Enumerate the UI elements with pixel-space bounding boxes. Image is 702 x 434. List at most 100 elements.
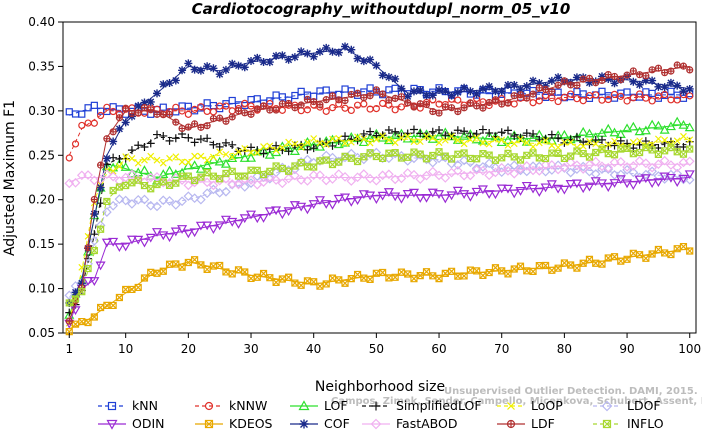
- data-point: [659, 172, 670, 182]
- data-point: [617, 145, 625, 153]
- data-point: [623, 71, 631, 79]
- data-point: [660, 83, 669, 92]
- data-point: [485, 128, 494, 137]
- data-point: [203, 62, 212, 71]
- data-point: [385, 149, 393, 157]
- legend-item-odin: ODIN: [98, 416, 165, 431]
- data-point: [472, 130, 481, 139]
- data-point: [498, 101, 505, 108]
- data-point: [586, 137, 593, 145]
- data-point: [590, 156, 601, 167]
- data-point: [491, 87, 500, 96]
- data-point: [479, 105, 486, 112]
- data-point: [209, 64, 218, 73]
- data-point: [159, 159, 167, 167]
- data-point: [65, 108, 73, 116]
- data-point: [604, 141, 612, 148]
- data-point: [440, 194, 451, 204]
- data-point: [160, 111, 167, 118]
- watermark-line-1: Unsupervised Outlier Detection. DAMI, 20…: [444, 386, 698, 397]
- legend-label: INFLO: [627, 416, 664, 431]
- data-point: [459, 155, 469, 166]
- data-point: [297, 101, 305, 109]
- y-tick-label: 0.30: [28, 104, 55, 118]
- data-point: [598, 145, 606, 153]
- data-point: [484, 158, 495, 169]
- legend-marker: [506, 419, 516, 429]
- data-point: [183, 180, 194, 191]
- data-point: [547, 130, 556, 139]
- series-ldf: [65, 61, 694, 325]
- data-point: [252, 214, 263, 224]
- data-point: [392, 95, 399, 102]
- data-point: [164, 196, 175, 206]
- data-point: [135, 109, 142, 116]
- data-point: [686, 145, 694, 153]
- data-point: [466, 154, 474, 163]
- data-point: [228, 113, 236, 121]
- data-point: [260, 102, 267, 109]
- data-point: [642, 72, 649, 79]
- data-point: [127, 199, 137, 209]
- data-point: [203, 122, 211, 130]
- series-line: [69, 163, 690, 183]
- data-point: [159, 103, 167, 111]
- data-point: [673, 137, 681, 145]
- data-point: [179, 125, 186, 132]
- data-point: [116, 114, 123, 121]
- data-point: [383, 188, 394, 197]
- data-point: [561, 77, 568, 84]
- legend-marker: [107, 401, 117, 411]
- data-point: [122, 181, 130, 190]
- data-point: [347, 275, 355, 283]
- data-point: [496, 184, 507, 194]
- x-tick-label: 100: [678, 342, 701, 356]
- data-point: [284, 55, 293, 64]
- data-point: [145, 233, 156, 243]
- data-point: [466, 87, 475, 96]
- data-point: [190, 65, 199, 74]
- data-point: [615, 169, 626, 180]
- data-point: [686, 66, 693, 73]
- data-point: [502, 184, 514, 194]
- data-point: [277, 178, 288, 189]
- data-point: [422, 100, 431, 109]
- data-point: [504, 149, 512, 157]
- data-point: [667, 67, 675, 75]
- data-point: [341, 139, 349, 147]
- data-point: [109, 167, 117, 175]
- data-point: [541, 134, 550, 143]
- data-point: [285, 100, 292, 107]
- y-tick-label: 0.15: [28, 237, 55, 251]
- data-point: [97, 225, 105, 233]
- data-point: [109, 186, 117, 195]
- data-point: [372, 61, 381, 70]
- data-point: [348, 91, 355, 98]
- data-point: [640, 174, 651, 184]
- data-point: [103, 103, 111, 111]
- data-point: [422, 268, 431, 276]
- data-point: [628, 161, 639, 171]
- data-point: [158, 231, 169, 241]
- data-point: [684, 170, 695, 180]
- data-point: [522, 82, 531, 91]
- legend-item-lof: LOF: [290, 398, 348, 413]
- data-point: [178, 107, 186, 115]
- data-point: [333, 139, 344, 149]
- y-tick-label: 0.05: [28, 326, 55, 340]
- data-point: [228, 59, 237, 68]
- data-point: [202, 188, 212, 199]
- data-point: [83, 170, 93, 180]
- data-point: [177, 225, 188, 234]
- data-point: [146, 139, 155, 148]
- data-point: [366, 275, 374, 283]
- data-point: [673, 96, 681, 104]
- data-point: [567, 90, 575, 98]
- data-point: [410, 138, 418, 146]
- series-cof: [65, 42, 694, 307]
- data-point: [191, 120, 199, 128]
- data-point: [653, 178, 664, 188]
- data-point: [410, 103, 418, 111]
- data-point: [159, 267, 167, 275]
- data-point: [485, 140, 493, 148]
